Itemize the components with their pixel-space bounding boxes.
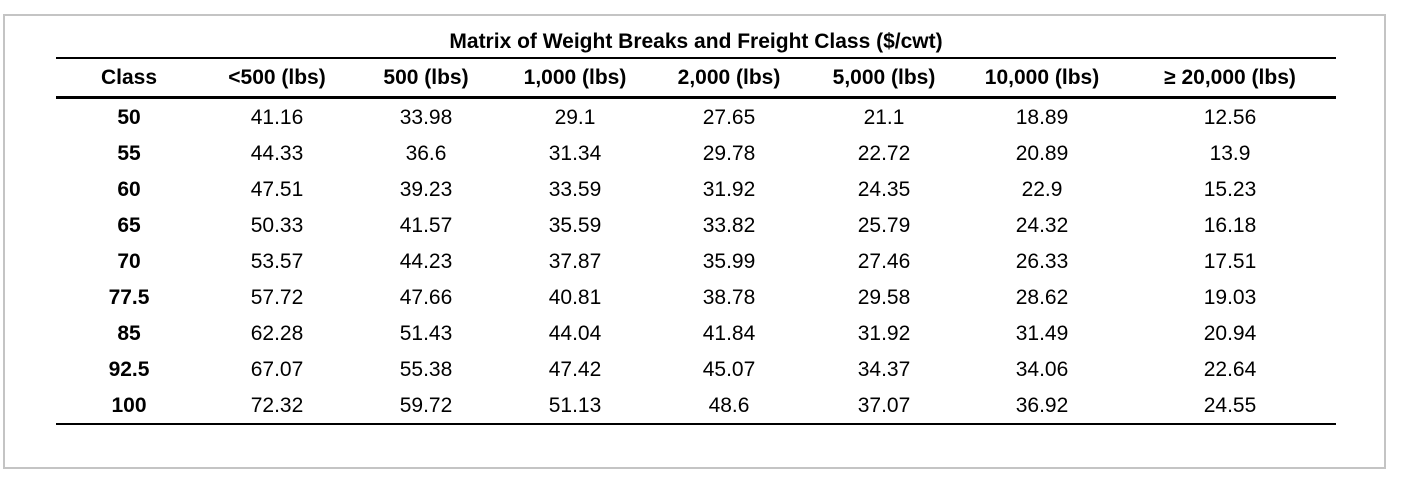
rate-cell: 51.43 bbox=[399, 322, 453, 345]
header-class: Class bbox=[100, 66, 158, 89]
rate-cell: 20.94 bbox=[1203, 322, 1257, 345]
header-row: Class <500 (lbs) 500 (lbs) 1,000 (lbs) 2… bbox=[56, 59, 1336, 96]
rate-cell: 47.51 bbox=[250, 178, 304, 201]
rate-cell: 67.07 bbox=[250, 358, 304, 381]
rate-cell: 35.99 bbox=[702, 250, 756, 273]
header-5000: 5,000 (lbs) bbox=[832, 66, 936, 89]
class-cell: 100 bbox=[111, 394, 147, 417]
rate-cell: 41.57 bbox=[399, 214, 453, 237]
rate-cell: 72.32 bbox=[250, 394, 304, 417]
rate-cell: 26.33 bbox=[1015, 250, 1069, 273]
rate-cell: 35.59 bbox=[548, 214, 602, 237]
header-under-500: <500 (lbs) bbox=[228, 66, 326, 89]
header-500: 500 (lbs) bbox=[383, 66, 469, 89]
rate-cell: 33.82 bbox=[702, 214, 756, 237]
rate-cell: 47.66 bbox=[399, 286, 453, 309]
class-cell: 77.5 bbox=[108, 286, 150, 309]
rate-cell: 40.81 bbox=[548, 286, 602, 309]
rate-cell: 47.42 bbox=[548, 358, 602, 381]
rate-cell: 31.49 bbox=[1015, 322, 1069, 345]
rate-cell: 57.72 bbox=[250, 286, 304, 309]
rate-cell: 48.6 bbox=[708, 394, 750, 417]
table-row: 60 47.51 39.23 33.59 31.92 24.35 22.9 15.23 bbox=[56, 172, 1336, 208]
document-frame bbox=[3, 14, 1386, 469]
rate-cell: 13.9 bbox=[1209, 142, 1251, 165]
class-cell: 85 bbox=[117, 322, 141, 345]
rate-cell: 41.16 bbox=[250, 106, 304, 129]
rate-cell: 16.18 bbox=[1203, 214, 1257, 237]
header-2000: 2,000 (lbs) bbox=[677, 66, 781, 89]
class-cell: 50 bbox=[117, 106, 141, 129]
rate-cell: 37.07 bbox=[857, 394, 911, 417]
header-20000-plus: ≥ 20,000 (lbs) bbox=[1164, 66, 1296, 89]
rate-cell: 31.34 bbox=[548, 142, 602, 165]
rate-cell: 18.89 bbox=[1015, 106, 1069, 129]
rate-cell: 51.13 bbox=[548, 394, 602, 417]
bottom-rule bbox=[56, 423, 1336, 425]
rate-cell: 22.72 bbox=[857, 142, 911, 165]
rate-cell: 24.55 bbox=[1203, 394, 1257, 417]
table-row: 50 41.16 33.98 29.1 27.65 21.1 18.89 12.56 bbox=[56, 96, 1336, 136]
rate-cell: 45.07 bbox=[702, 358, 756, 381]
rate-cell: 20.89 bbox=[1015, 142, 1069, 165]
class-cell: 92.5 bbox=[108, 358, 150, 381]
rate-cell: 31.92 bbox=[857, 322, 911, 345]
rate-cell: 27.46 bbox=[857, 250, 911, 273]
table-row: 77.5 57.72 47.66 40.81 38.78 29.58 28.62 19.03 bbox=[56, 280, 1336, 316]
rate-cell: 59.72 bbox=[399, 394, 453, 417]
rate-cell: 33.59 bbox=[548, 178, 602, 201]
class-cell: 55 bbox=[117, 142, 141, 165]
class-cell: 70 bbox=[117, 250, 141, 273]
top-rule bbox=[56, 57, 1336, 59]
table-row: 55 44.33 36.6 31.34 29.78 22.72 20.89 13.9 bbox=[56, 136, 1336, 172]
rate-cell: 44.23 bbox=[399, 250, 453, 273]
class-cell: 60 bbox=[117, 178, 141, 201]
rate-cell: 34.37 bbox=[857, 358, 911, 381]
header-1000: 1,000 (lbs) bbox=[523, 66, 627, 89]
rate-cell: 31.92 bbox=[702, 178, 756, 201]
rate-cell: 17.51 bbox=[1203, 250, 1257, 273]
rate-cell: 29.58 bbox=[857, 286, 911, 309]
rate-cell: 44.04 bbox=[548, 322, 602, 345]
header-10000: 10,000 (lbs) bbox=[984, 66, 1100, 89]
rate-cell: 19.03 bbox=[1203, 286, 1257, 309]
table-row: 65 50.33 41.57 35.59 33.82 25.79 24.32 16.18 bbox=[56, 208, 1336, 244]
rate-cell: 50.33 bbox=[250, 214, 304, 237]
rate-cell: 34.06 bbox=[1015, 358, 1069, 381]
rate-cell: 25.79 bbox=[857, 214, 911, 237]
rate-cell: 22.64 bbox=[1203, 358, 1257, 381]
freight-rate-table: Class <500 (lbs) 500 (lbs) 1,000 (lbs) 2… bbox=[56, 59, 1336, 424]
rate-cell: 53.57 bbox=[250, 250, 304, 273]
rate-cell: 41.84 bbox=[702, 322, 756, 345]
rate-cell: 24.35 bbox=[857, 178, 911, 201]
rate-cell: 12.56 bbox=[1203, 106, 1257, 129]
rate-cell: 29.1 bbox=[554, 106, 596, 129]
rate-cell: 24.32 bbox=[1015, 214, 1069, 237]
rate-cell: 27.65 bbox=[702, 106, 756, 129]
table-row: 100 72.32 59.72 51.13 48.6 37.07 36.92 24.55 bbox=[56, 388, 1336, 424]
rate-cell: 55.38 bbox=[399, 358, 453, 381]
rate-cell: 37.87 bbox=[548, 250, 602, 273]
rate-cell: 39.23 bbox=[399, 178, 453, 201]
rate-cell: 28.62 bbox=[1015, 286, 1069, 309]
rate-cell: 29.78 bbox=[702, 142, 756, 165]
class-cell: 65 bbox=[117, 214, 141, 237]
table-row: 92.5 67.07 55.38 47.42 45.07 34.37 34.06 22.64 bbox=[56, 352, 1336, 388]
rate-cell: 21.1 bbox=[863, 106, 905, 129]
rate-cell: 38.78 bbox=[702, 286, 756, 309]
rate-cell: 44.33 bbox=[250, 142, 304, 165]
rate-cell: 62.28 bbox=[250, 322, 304, 345]
rate-cell: 15.23 bbox=[1203, 178, 1257, 201]
rate-cell: 22.9 bbox=[1021, 178, 1063, 201]
table-row: 85 62.28 51.43 44.04 41.84 31.92 31.49 20.94 bbox=[56, 316, 1336, 352]
table-row: 70 53.57 44.23 37.87 35.99 27.46 26.33 17.51 bbox=[56, 244, 1336, 280]
rate-cell: 33.98 bbox=[399, 106, 453, 129]
header-rule bbox=[56, 96, 1336, 99]
rate-cell: 36.6 bbox=[405, 142, 447, 165]
table-title: Matrix of Weight Breaks and Freight Clas… bbox=[449, 30, 943, 53]
rate-cell: 36.92 bbox=[1015, 394, 1069, 417]
